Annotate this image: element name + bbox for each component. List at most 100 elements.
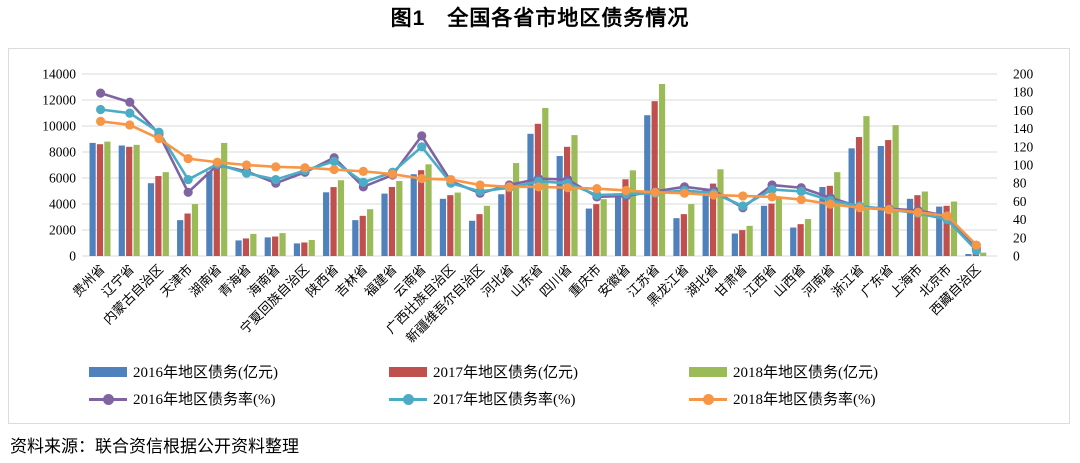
bar [921, 191, 928, 256]
bar [563, 146, 571, 256]
bar [279, 233, 286, 256]
bar [272, 236, 279, 256]
bar [301, 242, 308, 256]
x-axis-label: 吉林省 [332, 262, 370, 300]
bar [855, 137, 863, 256]
right-axis-tick-label: 60 [1013, 194, 1027, 209]
line-marker [738, 191, 748, 201]
bar [96, 144, 104, 256]
x-axis-label: 甘肃省 [712, 262, 750, 300]
bar [688, 204, 695, 256]
right-axis-tick-label: 100 [1013, 158, 1034, 173]
line-marker [125, 120, 135, 130]
line-marker [796, 186, 806, 196]
left-axis-tick-label: 0 [69, 249, 76, 264]
x-axis-label: 安徽省 [595, 262, 633, 300]
right-axis-labels: 0 20 40 60 80 100 120 140 160 180 200 [1013, 67, 1034, 264]
x-axis-label: 广东省 [858, 262, 896, 300]
line-marker [154, 127, 164, 137]
x-axis-label: 四川省 [537, 262, 575, 300]
line-marker [504, 182, 514, 192]
chart-frame: 0 2000 4000 6000 8000 10000 12000 14000 0 20 40 60 8… [8, 48, 1070, 424]
bar [629, 170, 636, 256]
bar [980, 252, 987, 256]
legend-bar-swatch [389, 366, 427, 378]
bar [885, 140, 892, 256]
legend-bar-swatch [689, 366, 727, 378]
bar [746, 225, 753, 256]
line-marker [533, 182, 544, 192]
bar [410, 174, 417, 256]
bar [323, 192, 330, 256]
bar [308, 240, 315, 256]
legend-label: 2017年地区债务(亿元) [433, 365, 578, 381]
line-marker [592, 184, 602, 194]
bar [600, 199, 607, 256]
legend-bar-swatch [89, 366, 127, 378]
x-axis-label: 陕西省 [303, 262, 341, 300]
x-axis-labels: 贵州省辽宁省内蒙古自治区天津市湖南省青海省海南省宁夏回族自治区陕西省吉林省福建省… [70, 262, 984, 346]
bar [439, 198, 447, 256]
legend-item: 2017年地区债务率(%) [389, 388, 689, 409]
bar [936, 206, 943, 256]
x-axis-label: 河南省 [799, 262, 837, 300]
left-axis-tick-label: 10000 [42, 119, 76, 134]
bar [206, 171, 213, 256]
bar [622, 179, 629, 256]
bar [418, 170, 425, 256]
left-axis-tick-label: 8000 [49, 145, 76, 160]
bar [863, 116, 870, 257]
bar [760, 205, 768, 256]
x-axis-label: 天津市 [157, 262, 195, 300]
debt-combo-chart: 0 2000 4000 6000 8000 10000 12000 14000 0 20 40 60 8… [42, 67, 1034, 346]
bar [826, 185, 833, 256]
line-marker [329, 164, 339, 175]
x-axis-label: 湖南省 [186, 262, 224, 300]
bar [804, 219, 812, 256]
line-marker [183, 187, 193, 197]
right-axis-tick-label: 200 [1013, 67, 1034, 82]
legend-row: 2016年地区债务率(%) 2017年地区债务率(%) 2018年地区债务率(%) [9, 388, 1069, 409]
left-axis-labels: 0 2000 4000 6000 8000 10000 12000 14000 [42, 67, 76, 264]
line-marker [271, 162, 281, 172]
bar [396, 180, 403, 256]
legend-line-swatch [689, 393, 727, 405]
line-marker [358, 166, 368, 176]
bar [702, 189, 709, 256]
bar [790, 227, 797, 256]
bar [425, 164, 432, 256]
bar [155, 176, 162, 256]
line-marker [95, 88, 106, 98]
x-axis-label: 重庆市 [566, 262, 604, 300]
left-axis-tick-label: 2000 [49, 223, 76, 238]
bar [950, 201, 958, 256]
bar [709, 183, 717, 256]
bar [848, 148, 855, 256]
bar [571, 135, 578, 256]
bar [337, 180, 345, 256]
line-series-2 [95, 116, 982, 250]
right-axis-tick-label: 20 [1013, 230, 1027, 245]
bar [367, 209, 374, 256]
legend-label: 2018年地区债务(亿元) [733, 365, 878, 381]
left-axis-tick-label: 14000 [42, 67, 76, 82]
line-marker [767, 184, 777, 195]
line-marker [913, 207, 923, 217]
bar [943, 205, 950, 256]
legend-label: 2017年地区债务率(%) [433, 392, 576, 408]
line-marker [475, 180, 485, 190]
x-axis-label: 浙江省 [829, 262, 867, 300]
line-marker [183, 174, 193, 185]
line-marker [241, 160, 252, 170]
line-marker [417, 174, 427, 184]
bar [359, 215, 366, 256]
legend-item: 2016年地区债务率(%) [89, 388, 389, 409]
legend-item: 2016年地区债务(亿元) [89, 361, 389, 382]
left-axis-tick-label: 12000 [42, 93, 76, 108]
legend-label: 2018年地区债务率(%) [733, 392, 876, 408]
line-marker [942, 211, 952, 221]
line-marker [475, 186, 485, 196]
bar [644, 115, 651, 257]
bar [877, 146, 884, 256]
x-axis-label: 山西省 [770, 262, 808, 300]
